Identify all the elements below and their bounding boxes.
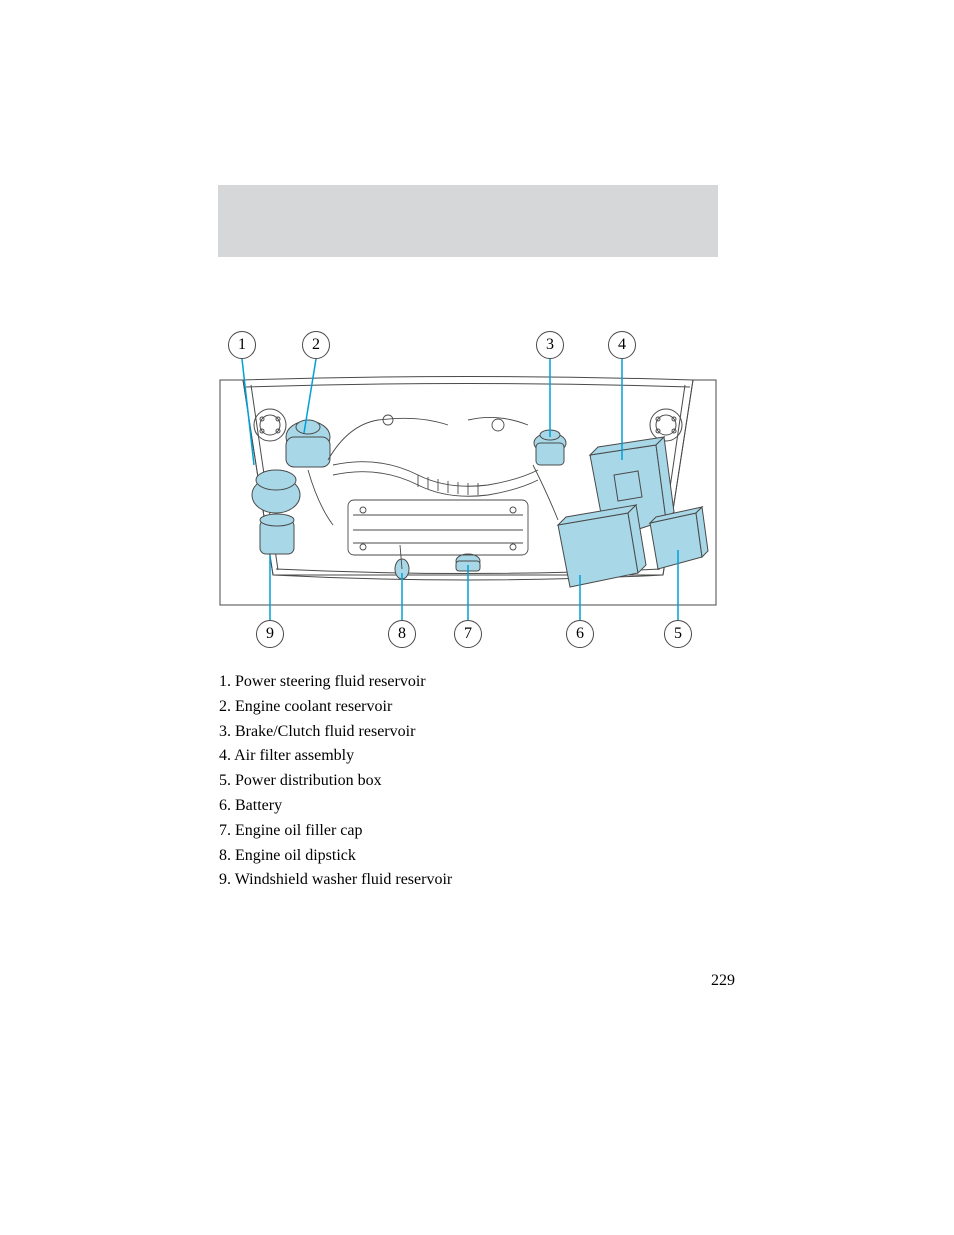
callout-7: 7 [454,620,482,648]
legend-item-8: 8. Engine oil dipstick [219,844,452,869]
header-bar [218,185,718,257]
callout-1: 1 [228,331,256,359]
legend-item-2: 2. Engine coolant reservoir [219,695,452,720]
callout-9: 9 [256,620,284,648]
callout-8: 8 [388,620,416,648]
engine-diagram: 1 2 3 4 9 8 7 6 5 [218,325,718,660]
callout-5: 5 [664,620,692,648]
legend-item-5: 5. Power distribution box [219,769,452,794]
legend-item-6: 6. Battery [219,794,452,819]
callout-6: 6 [566,620,594,648]
engine-svg [218,325,718,660]
callout-3: 3 [536,331,564,359]
legend-item-4: 4. Air filter assembly [219,744,452,769]
callout-2: 2 [302,331,330,359]
legend-item-7: 7. Engine oil filler cap [219,819,452,844]
legend-item-3: 3. Brake/Clutch fluid reservoir [219,720,452,745]
callout-4: 4 [608,331,636,359]
legend-list: 1. Power steering fluid reservoir2. Engi… [219,670,452,893]
legend-item-9: 9. Windshield washer fluid reservoir [219,868,452,893]
legend-item-1: 1. Power steering fluid reservoir [219,670,452,695]
page-number: 229 [711,972,735,990]
